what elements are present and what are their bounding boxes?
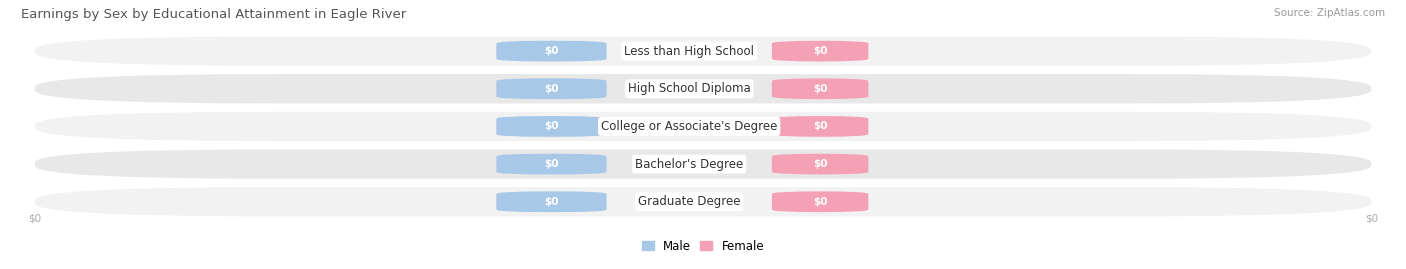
Legend: Male, Female: Male, Female [638, 236, 768, 256]
Text: $0: $0 [544, 197, 558, 207]
Text: $0: $0 [813, 159, 827, 169]
Text: $0: $0 [813, 46, 827, 56]
Text: $0: $0 [28, 214, 41, 224]
FancyBboxPatch shape [772, 154, 869, 174]
Text: $0: $0 [813, 121, 827, 132]
FancyBboxPatch shape [496, 154, 606, 174]
Text: Source: ZipAtlas.com: Source: ZipAtlas.com [1274, 8, 1385, 18]
FancyBboxPatch shape [35, 112, 1371, 141]
Text: High School Diploma: High School Diploma [628, 82, 751, 95]
Text: Graduate Degree: Graduate Degree [638, 195, 741, 208]
FancyBboxPatch shape [772, 79, 869, 99]
Text: $0: $0 [544, 159, 558, 169]
Text: $0: $0 [544, 46, 558, 56]
FancyBboxPatch shape [496, 79, 606, 99]
Text: Bachelor's Degree: Bachelor's Degree [636, 158, 744, 171]
FancyBboxPatch shape [496, 41, 606, 62]
FancyBboxPatch shape [35, 149, 1371, 179]
FancyBboxPatch shape [35, 74, 1371, 104]
Text: $0: $0 [544, 84, 558, 94]
Text: $0: $0 [813, 197, 827, 207]
FancyBboxPatch shape [772, 192, 869, 212]
Text: Less than High School: Less than High School [624, 45, 754, 58]
Text: $0: $0 [1365, 214, 1378, 224]
FancyBboxPatch shape [772, 116, 869, 137]
FancyBboxPatch shape [35, 36, 1371, 66]
Text: $0: $0 [813, 84, 827, 94]
FancyBboxPatch shape [772, 41, 869, 62]
Text: $0: $0 [544, 121, 558, 132]
FancyBboxPatch shape [496, 116, 606, 137]
FancyBboxPatch shape [35, 187, 1371, 217]
Text: Earnings by Sex by Educational Attainment in Eagle River: Earnings by Sex by Educational Attainmen… [21, 8, 406, 21]
FancyBboxPatch shape [496, 192, 606, 212]
Text: College or Associate's Degree: College or Associate's Degree [600, 120, 778, 133]
